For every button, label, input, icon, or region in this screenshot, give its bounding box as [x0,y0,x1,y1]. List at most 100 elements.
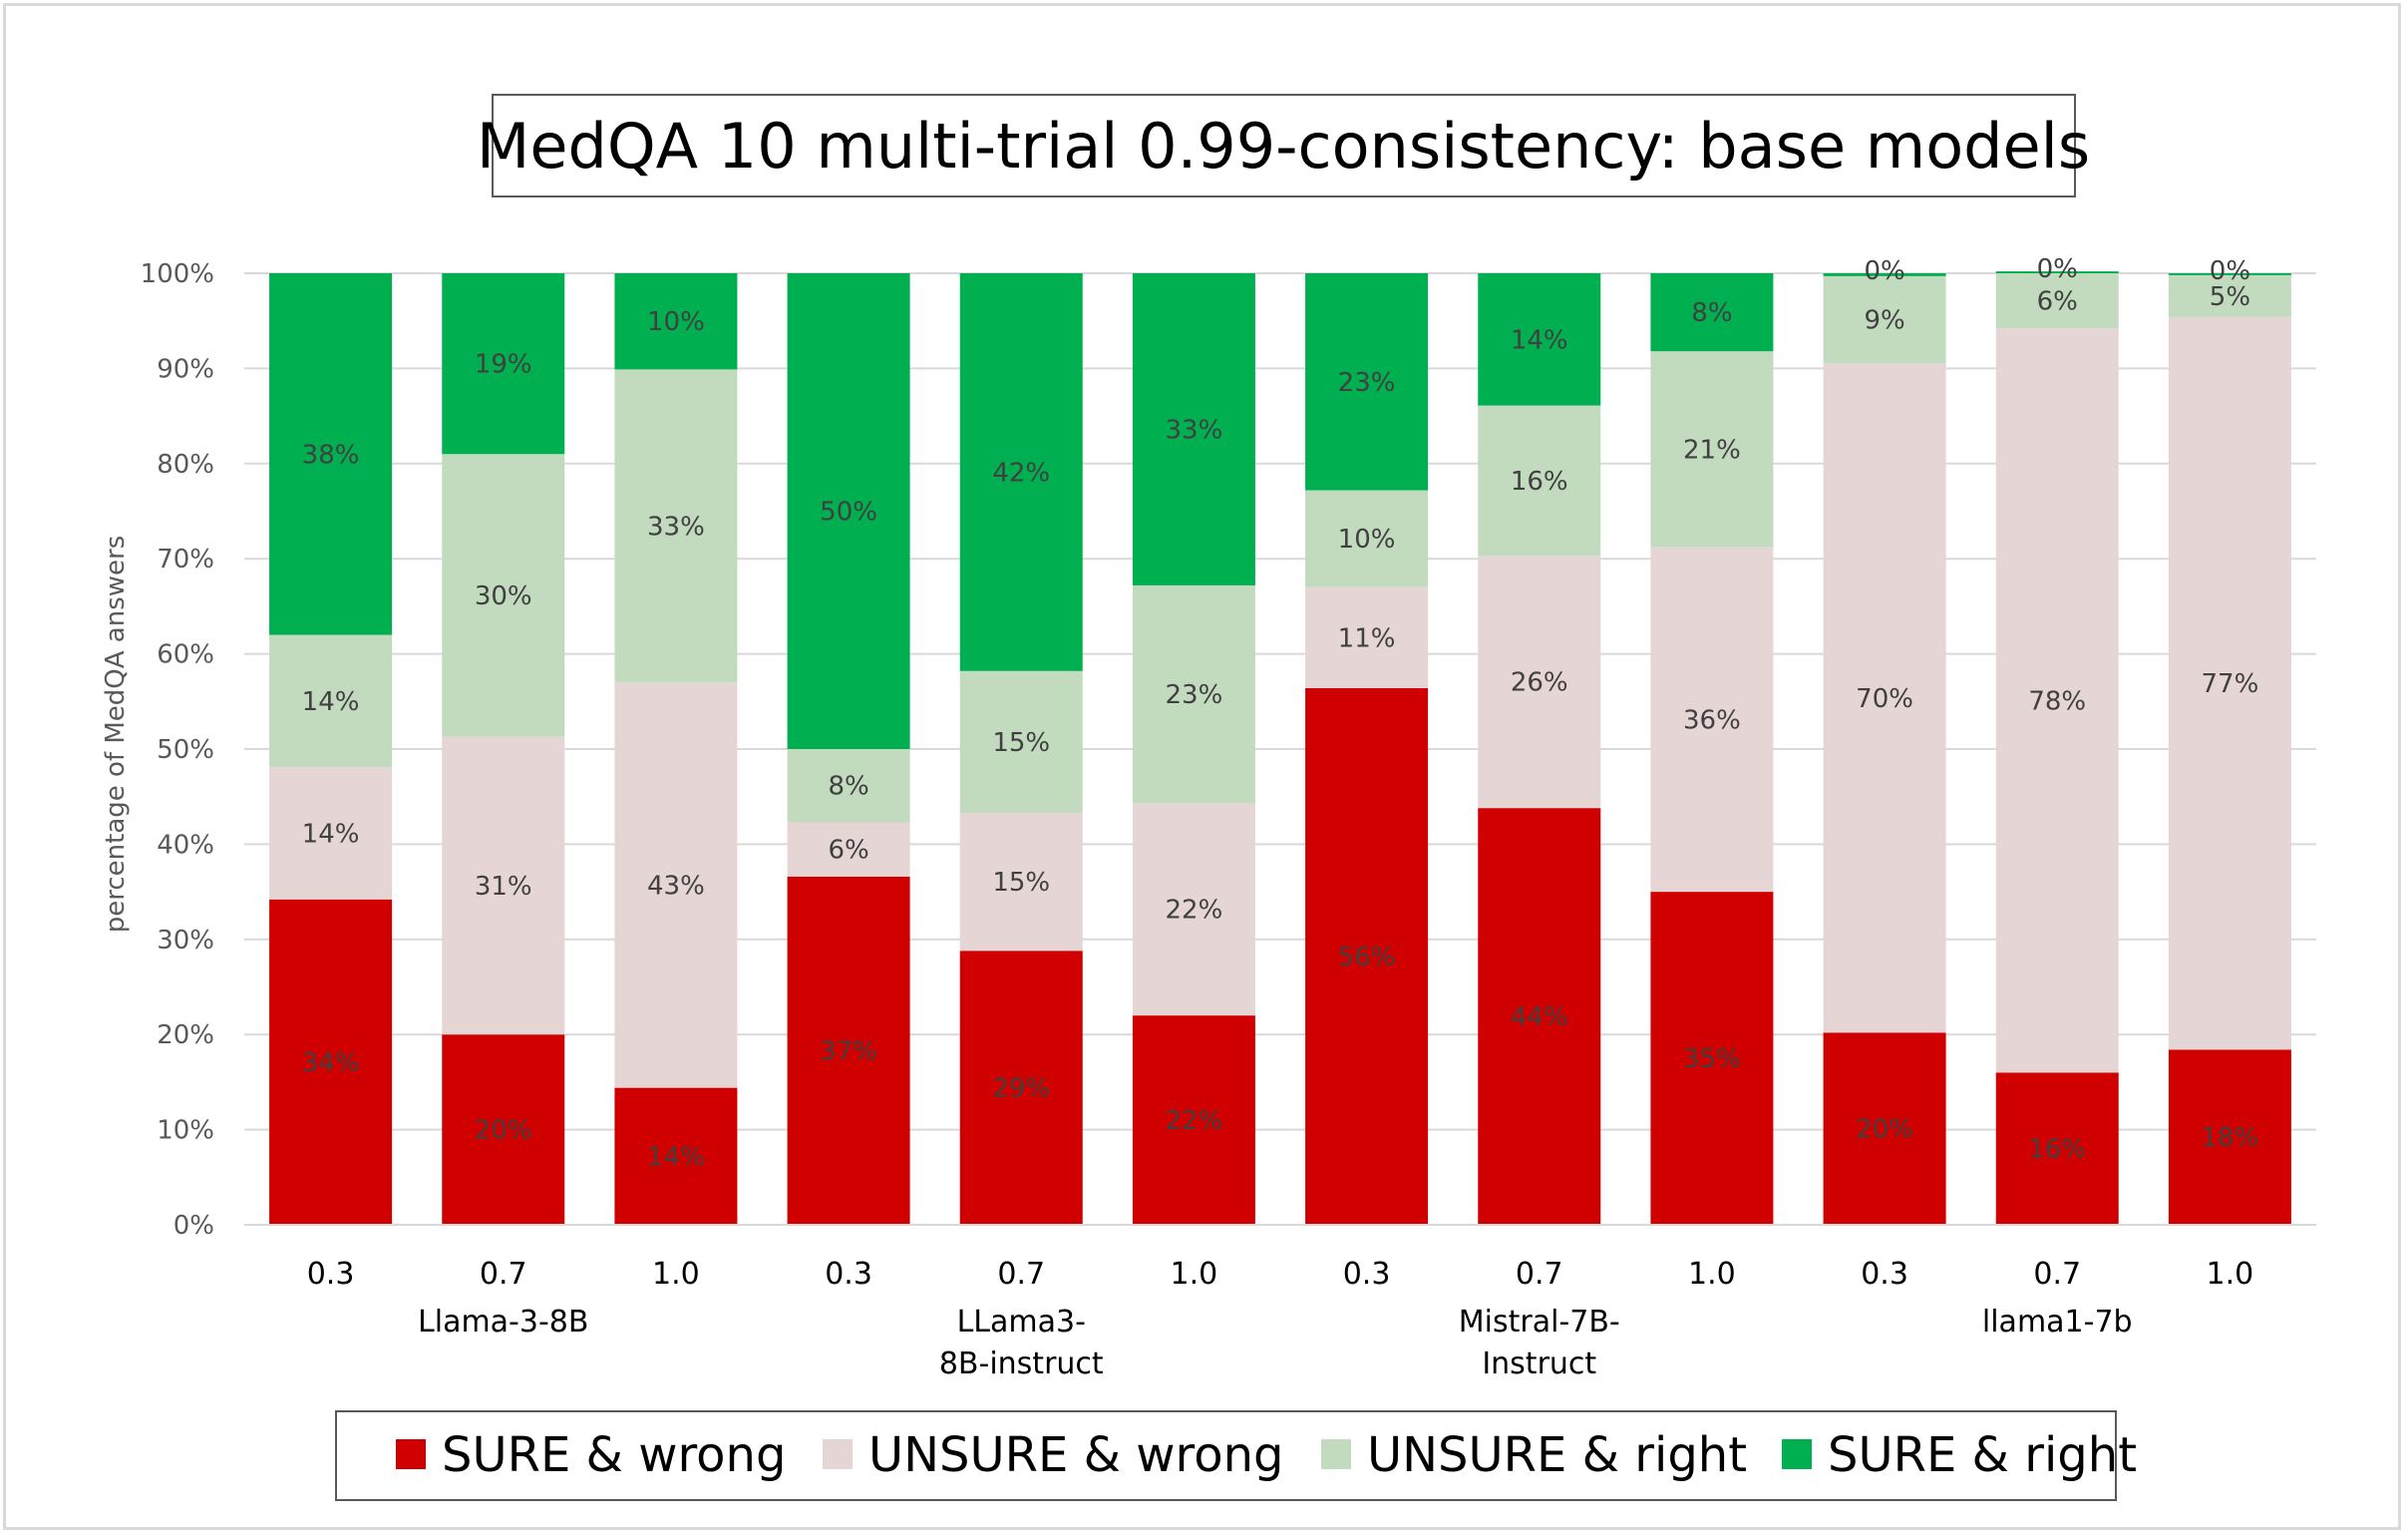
x-category-label: 0.3 [825,1257,872,1292]
x-group-label: Llama-3-8B [418,1305,588,1340]
legend-label: SURE & wrong [442,1427,786,1483]
bar-segment [269,273,393,635]
x-category-label: 0.7 [2033,1257,2081,1292]
data-label: 14% [302,819,360,849]
bar-segment [2168,273,2291,275]
data-label: 8% [1691,298,1732,328]
bar-segment [1823,363,1946,1033]
data-label: 9% [1864,306,1904,336]
data-label: 35% [1683,1044,1741,1074]
bar-segment [959,951,1083,1225]
data-label: 20% [1856,1115,1913,1145]
data-label: 18% [2202,1123,2259,1153]
bar-segment [959,812,1083,952]
data-labels: 34% 14% 14% 38% 20% 31% 30% 19% 14% 43% 33% 10% 37% 6… [302,254,2259,1172]
legend: SURE & wrong UNSURE & wrong UNSURE & right… [396,1427,2137,1483]
data-label: 30% [475,581,532,611]
bar-segment [787,822,910,877]
data-label: 19% [475,350,532,380]
bar-segment [269,634,393,768]
y-tick-label: 80% [157,450,214,480]
x-category-label: 0.7 [997,1257,1045,1292]
data-label: 33% [647,512,705,542]
data-label: 11% [1338,623,1396,653]
x-group-label: llama1-7b [1982,1305,2133,1340]
bar-segment [1478,273,1601,406]
legend-swatch [1782,1439,1812,1469]
data-label: 36% [1683,705,1741,735]
x-category-label: 0.3 [1861,1257,1908,1292]
y-tick-label: 60% [157,640,214,670]
data-label: 15% [992,728,1050,758]
data-label: 29% [992,1074,1050,1104]
gridlines [244,272,2316,1226]
x-axis-groups: Llama-3-8B LLama3-8B-instruct Mistral-7B-I… [418,1305,2133,1381]
bar-segment [1478,808,1601,1225]
bar-segment [1132,273,1255,585]
bar-segment [1132,803,1255,1016]
title-box [492,94,2076,197]
bar-segment [1478,556,1601,809]
x-category-label: 0.7 [480,1257,527,1292]
bar-segment [959,273,1083,671]
data-label: 56% [1338,943,1396,972]
bar-segment [2168,1049,2291,1225]
legend-swatch [823,1439,853,1469]
data-label: 14% [302,687,360,717]
bar-segment [269,899,393,1225]
bar-segment [442,273,565,455]
bar-segment [2168,274,2291,317]
bar-segment [1132,1015,1255,1225]
data-label: 6% [2037,287,2078,317]
bars [269,271,2291,1225]
bar-segment [1478,405,1601,557]
bar-segment [614,1087,738,1225]
y-tick-label: 90% [157,354,214,384]
y-tick-label: 100% [141,259,214,289]
data-label: 22% [1166,896,1223,926]
bar-segment [1995,273,2119,329]
data-label: 0% [1864,256,1904,286]
bar-segment [1132,584,1255,804]
data-label: 21% [1683,435,1741,465]
data-label: 10% [647,307,705,337]
data-label: 33% [1166,415,1223,445]
bar-segment [614,369,738,683]
data-label: 31% [475,872,532,902]
x-category-label: 1.0 [2207,1257,2254,1292]
x-category-label: 0.7 [1516,1257,1563,1292]
x-category-label: 1.0 [1171,1257,1218,1292]
data-label: 14% [1511,325,1568,355]
x-group-label: Mistral-7B-Instruct [1459,1305,1620,1381]
y-tick-label: 50% [157,735,214,765]
data-label: 16% [1511,467,1568,497]
data-label: 16% [2028,1135,2086,1165]
legend-swatch [396,1439,426,1469]
data-label: 23% [1166,680,1223,710]
bar-segment [1305,687,1429,1225]
bar-segment [614,273,738,370]
data-label: 42% [992,458,1050,488]
data-label: 50% [820,498,877,528]
y-axis-ticks: 0% 10% 20% 30% 40% 50% 60% 70% 80% 90% 100% [141,259,214,1241]
chart-title: MedQA 10 multi-trial 0.99-consistency: b… [477,110,2090,183]
data-label: 78% [2028,686,2086,716]
legend-label: UNSURE & right [1367,1427,1747,1483]
data-label: 14% [647,1142,705,1172]
y-tick-label: 0% [173,1211,214,1241]
data-label: 10% [1338,525,1396,555]
bar-segment [1305,490,1429,587]
bar-segment [269,767,393,900]
y-tick-label: 10% [157,1116,214,1146]
legend-label: SURE & right [1828,1427,2137,1483]
data-label: 44% [1511,1002,1568,1032]
y-tick-label: 30% [157,926,214,956]
x-axis-categories: 0.3 0.7 1.0 0.3 0.7 1.0 0.3 0.7 1.0 0.3 0.7 1.0 [307,1257,2254,1292]
bar-segment [442,736,565,1035]
data-label: 43% [647,871,705,901]
bar-segment [442,454,565,737]
bar-segment [1995,328,2119,1073]
y-axis-label: percentage of MedQA answers [101,536,131,934]
data-label: 8% [828,772,868,802]
